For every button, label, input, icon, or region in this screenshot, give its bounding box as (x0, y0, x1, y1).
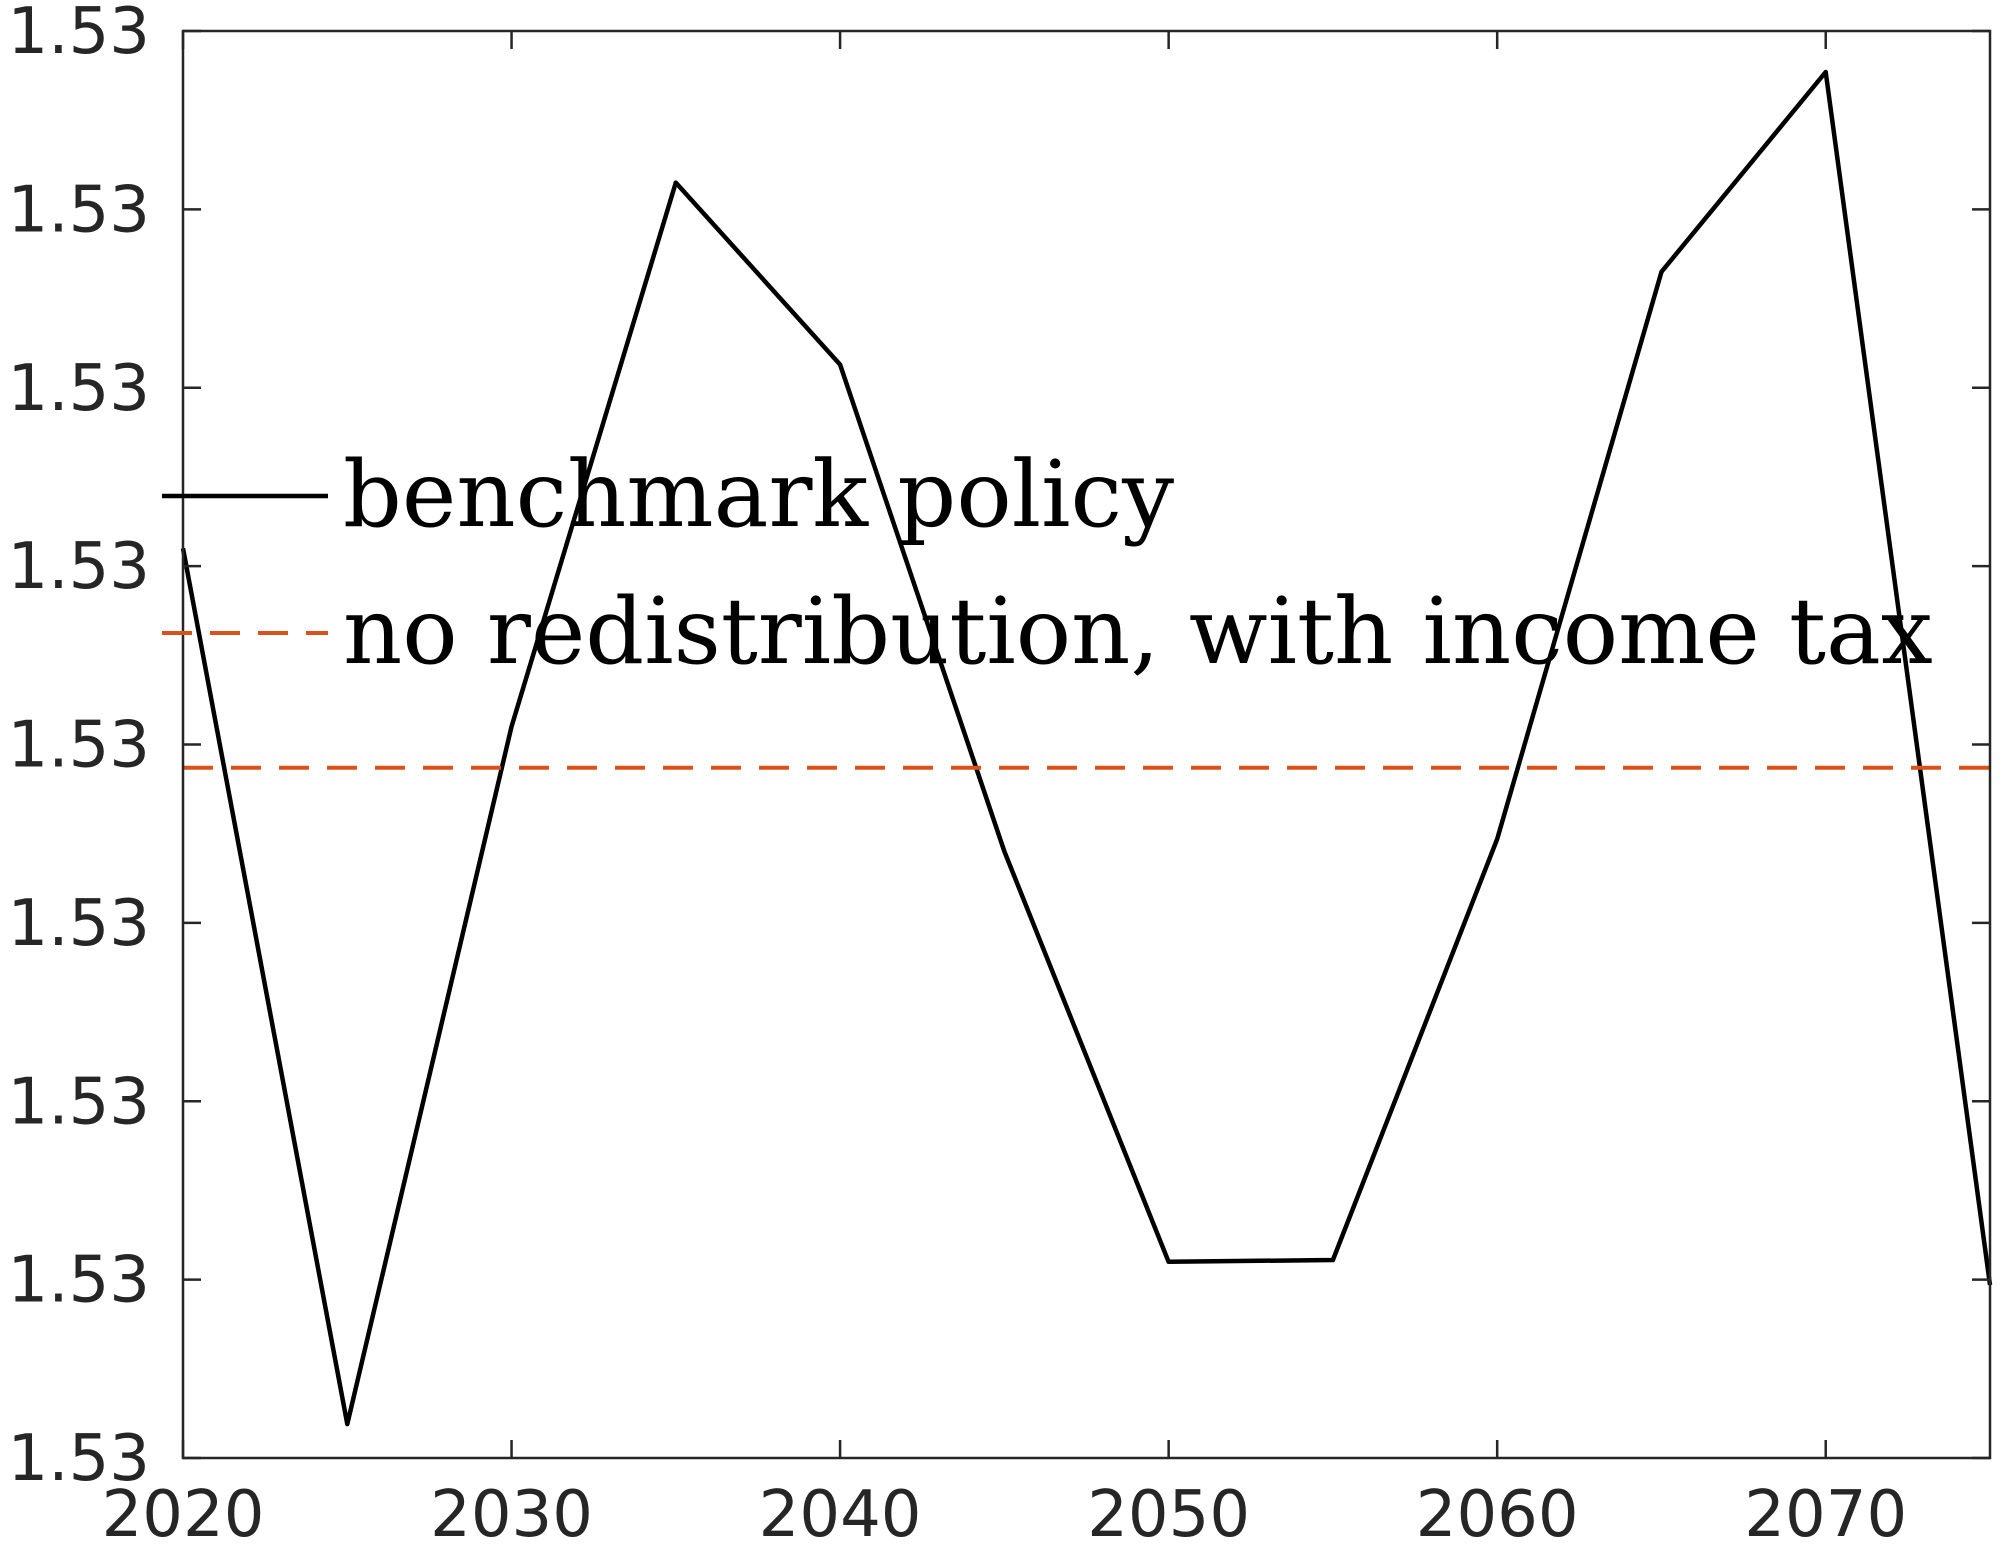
x-tick-label: 2030 (430, 1478, 593, 1552)
legend-label-2: no redistribution, with income tax (343, 578, 1933, 685)
ticks-layer: 2020 2030 2040 2050 2060 2070 1.53 1.53 1.53 1.53… (8, 0, 1990, 1552)
y-tick-label: 1.53 (8, 173, 151, 247)
y-tick-label: 1.53 (8, 352, 151, 426)
y-tick-label: 1.53 (8, 709, 151, 783)
series-line-1 (180, 69, 1993, 1427)
y-tick-label: 1.53 (8, 530, 151, 604)
x-tick-label: 2020 (102, 1478, 265, 1552)
x-tick-label: 2040 (759, 1478, 922, 1552)
plot-background (183, 31, 1990, 1458)
y-tick-label: 1.53 (8, 1244, 151, 1318)
x-tick-label: 2060 (1416, 1478, 1579, 1552)
series-layer (180, 69, 1993, 1427)
y-tick-label: 1.53 (8, 0, 151, 69)
x-tick-label: 2070 (1744, 1478, 1907, 1552)
legend: benchmark policy no redistribution, with … (162, 441, 1933, 685)
legend-label-1: benchmark policy (343, 441, 1174, 548)
y-tick-label: 1.53 (8, 1422, 151, 1496)
y-tick-label: 1.53 (8, 1065, 151, 1139)
x-tick-label: 2050 (1087, 1478, 1250, 1552)
y-tick-label: 1.53 (8, 887, 151, 961)
